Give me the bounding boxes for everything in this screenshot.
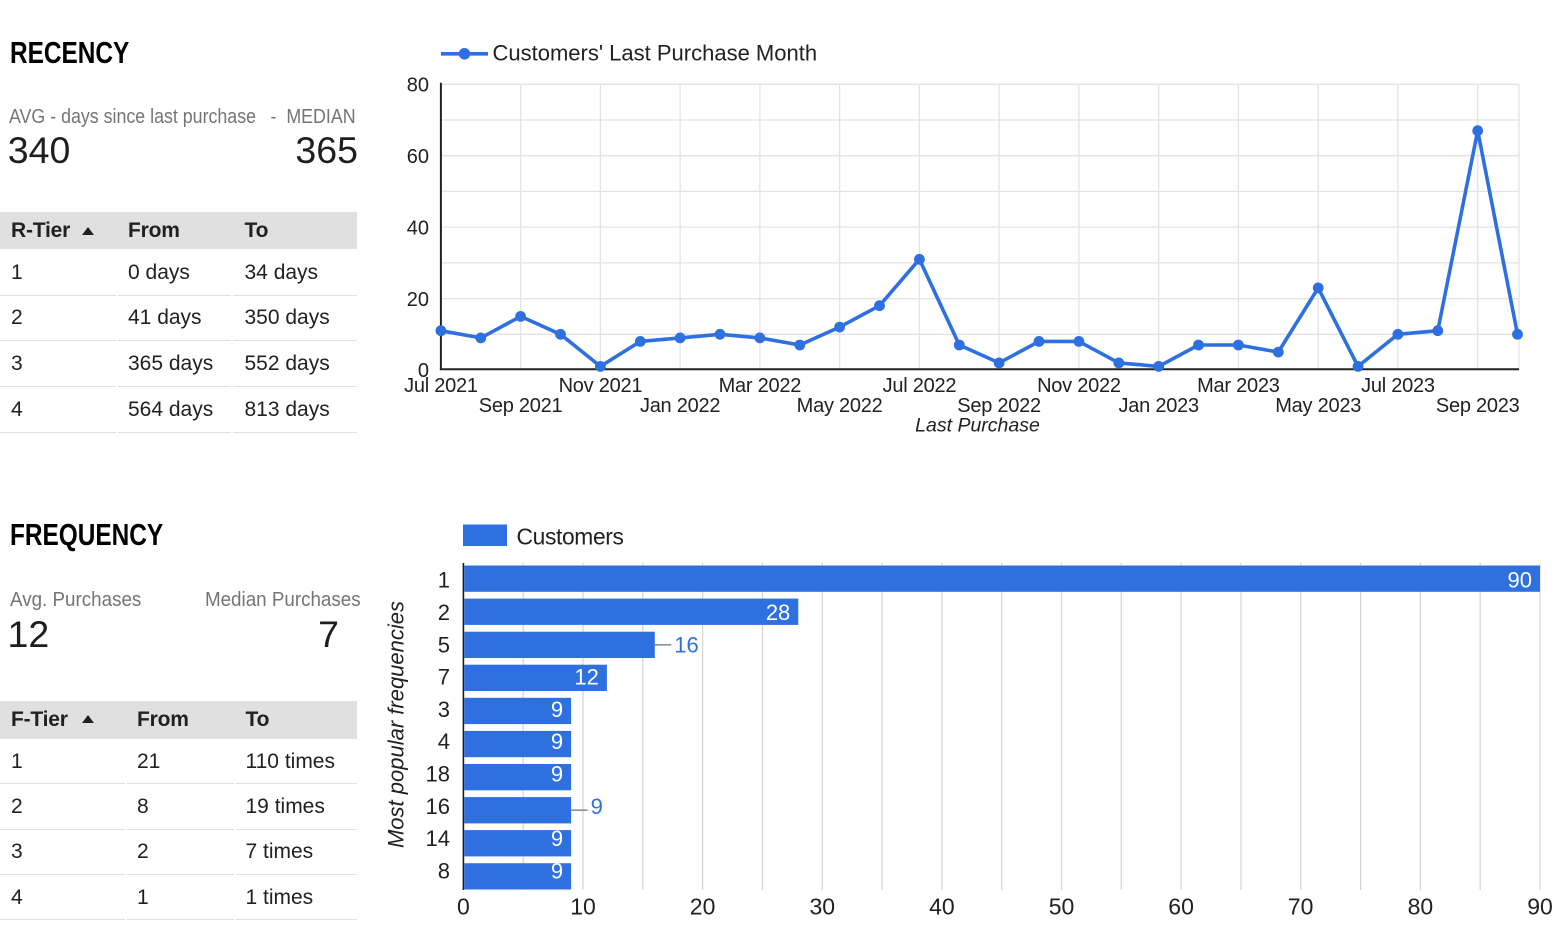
svg-text:90: 90 [1508, 568, 1532, 593]
svg-text:Nov 2021: Nov 2021 [559, 375, 643, 397]
svg-text:4: 4 [438, 729, 450, 754]
svg-text:2: 2 [438, 600, 450, 625]
svg-text:14: 14 [426, 826, 450, 851]
svg-text:18: 18 [426, 762, 450, 787]
svg-text:50: 50 [1049, 894, 1075, 920]
svg-text:Customers: Customers [517, 523, 624, 549]
svg-text:1: 1 [438, 568, 450, 593]
svg-text:90: 90 [1527, 894, 1553, 920]
svg-text:Jul 2023: Jul 2023 [1361, 375, 1435, 397]
svg-text:8: 8 [438, 859, 450, 884]
svg-text:16: 16 [674, 632, 698, 657]
svg-text:20: 20 [407, 289, 429, 311]
svg-text:20: 20 [690, 894, 716, 920]
svg-text:Jul 2021: Jul 2021 [404, 375, 478, 397]
svg-text:Sep 2023: Sep 2023 [1436, 395, 1520, 417]
svg-text:May 2023: May 2023 [1275, 395, 1361, 417]
svg-text:80: 80 [1408, 894, 1434, 920]
svg-text:Most popular frequencies: Most popular frequencies [384, 601, 409, 848]
svg-text:9: 9 [551, 697, 563, 722]
svg-text:Jul 2022: Jul 2022 [883, 375, 957, 397]
svg-text:5: 5 [438, 632, 450, 657]
svg-text:9: 9 [551, 826, 563, 851]
svg-text:60: 60 [407, 146, 429, 168]
svg-text:Last Purchase: Last Purchase [915, 414, 1040, 436]
svg-text:80: 80 [407, 75, 429, 97]
svg-text:9: 9 [591, 794, 603, 819]
svg-text:May 2022: May 2022 [797, 395, 883, 417]
svg-text:0: 0 [457, 894, 470, 920]
svg-text:Jan 2022: Jan 2022 [640, 395, 720, 417]
svg-text:9: 9 [551, 859, 563, 884]
svg-text:16: 16 [426, 794, 450, 819]
svg-text:Sep 2021: Sep 2021 [479, 395, 563, 417]
svg-text:Mar 2022: Mar 2022 [719, 375, 802, 397]
svg-text:40: 40 [929, 894, 955, 920]
svg-text:9: 9 [551, 762, 563, 787]
svg-text:28: 28 [766, 600, 790, 625]
svg-text:9: 9 [551, 729, 563, 754]
svg-text:60: 60 [1168, 894, 1194, 920]
svg-text:3: 3 [438, 697, 450, 722]
svg-text:Mar 2023: Mar 2023 [1197, 375, 1280, 397]
svg-text:7: 7 [438, 665, 450, 690]
svg-text:10: 10 [570, 894, 596, 920]
svg-text:Customers' Last Purchase Month: Customers' Last Purchase Month [493, 41, 818, 66]
svg-text:12: 12 [574, 665, 598, 690]
svg-text:70: 70 [1288, 894, 1314, 920]
svg-text:0: 0 [418, 360, 429, 382]
svg-text:40: 40 [407, 217, 429, 239]
svg-text:Sep 2022: Sep 2022 [957, 395, 1041, 417]
svg-text:30: 30 [810, 894, 836, 920]
svg-text:Jan 2023: Jan 2023 [1119, 395, 1199, 417]
svg-text:Nov 2022: Nov 2022 [1037, 375, 1121, 397]
